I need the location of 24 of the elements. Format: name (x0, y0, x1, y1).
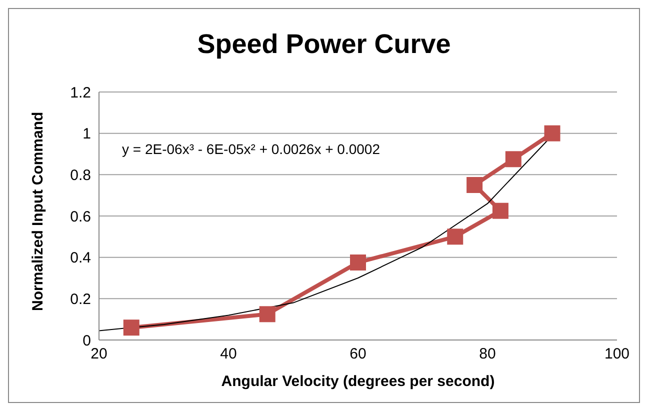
y-tick-label: 0.8 (70, 166, 91, 184)
x-tick-label: 100 (604, 346, 630, 363)
y-tick-label: 0.6 (70, 208, 91, 226)
point (447, 228, 464, 245)
x-tick-label: 20 (90, 346, 108, 363)
y-axis-title: Normalized Input Command (29, 112, 46, 311)
point (350, 254, 366, 270)
y-tick-label: 0.4 (70, 250, 91, 267)
point (492, 202, 508, 219)
point (505, 151, 522, 168)
chart-title: Speed Power Curve (196, 29, 452, 60)
point (123, 320, 140, 336)
y-tick-label: 1 (82, 126, 91, 143)
x-axis-title: Angular Velocity (degrees per second) (221, 373, 495, 390)
point (259, 306, 276, 322)
annotation: y = 2E-06x³ - 6E-05x² + 0.0026x + 0.0002 (122, 141, 380, 157)
x-tick-label: 40 (220, 346, 237, 363)
point (544, 125, 560, 142)
x-tick-label: 60 (350, 346, 366, 363)
y-tick-label: 0.2 (70, 290, 91, 308)
y-tick-label: 0 (82, 332, 91, 350)
x-tick-label: 80 (479, 346, 496, 363)
point (466, 177, 483, 193)
y-tick-label: 1.2 (70, 84, 91, 102)
